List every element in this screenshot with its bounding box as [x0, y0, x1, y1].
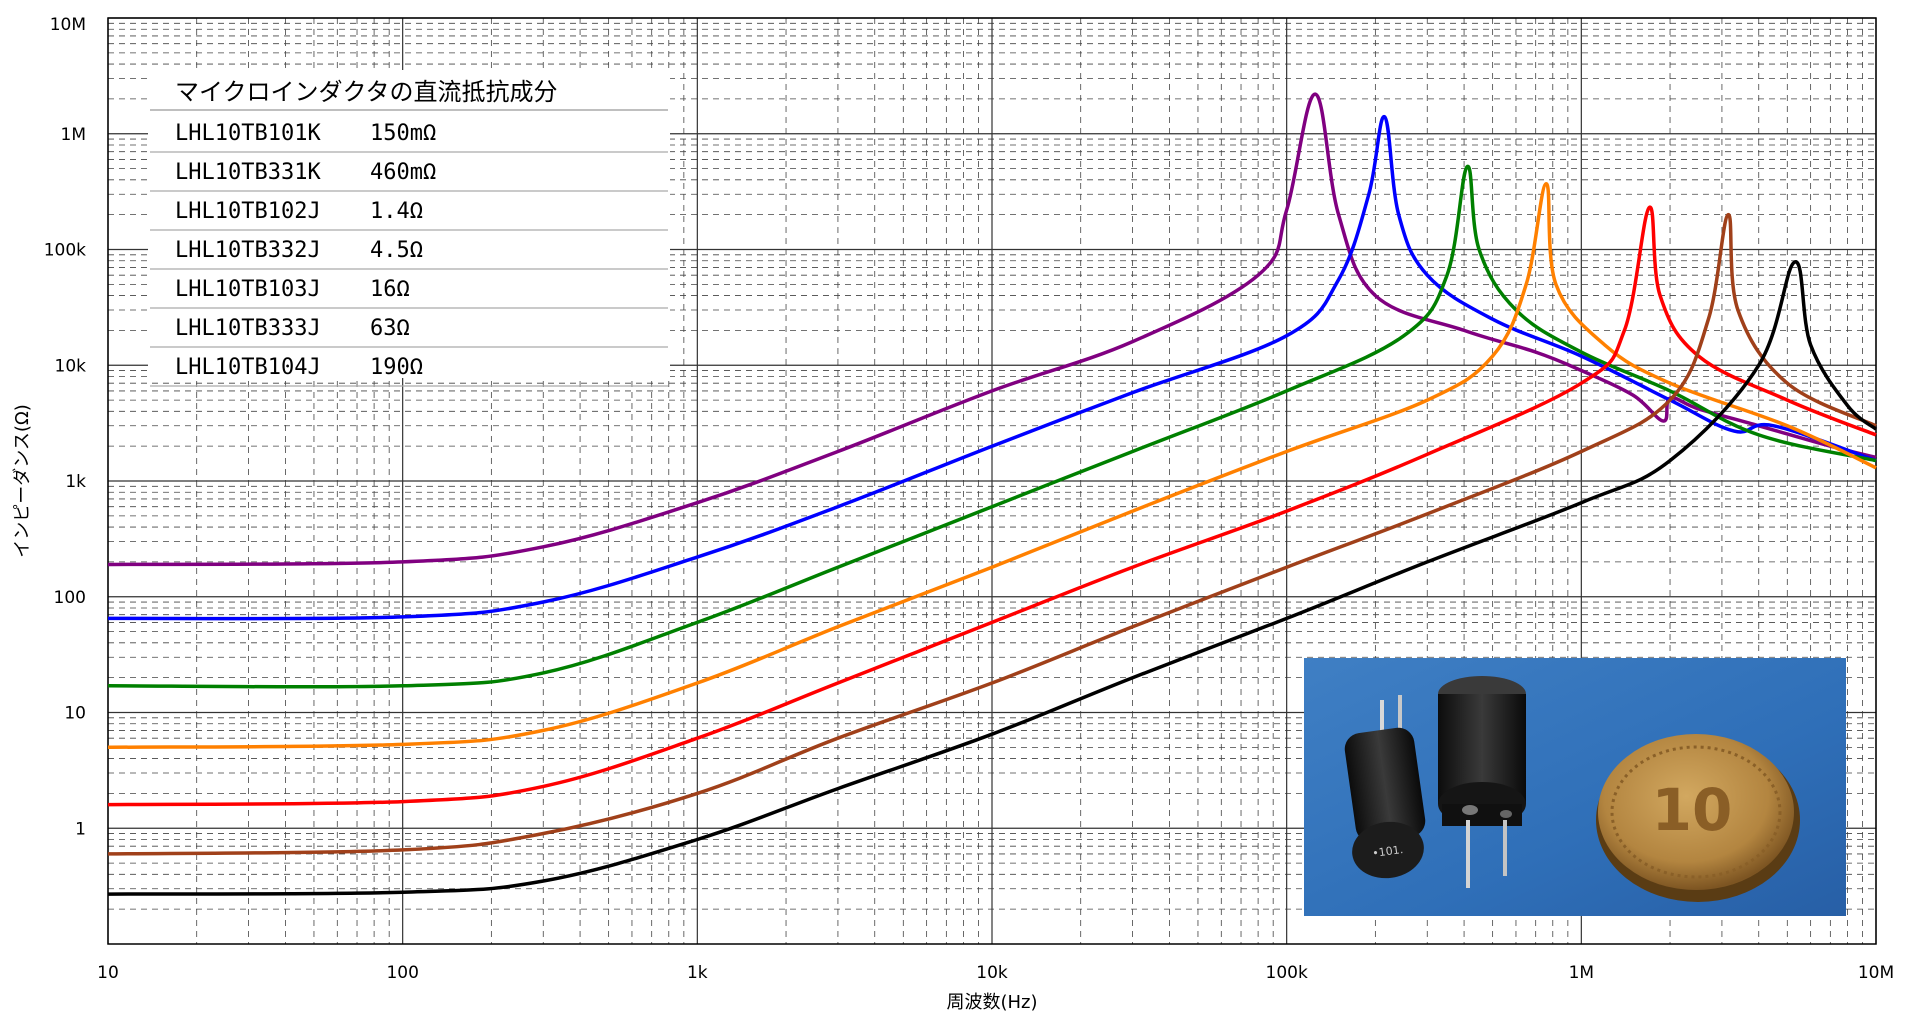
legend-part-number: LHL10TB333J [175, 316, 321, 341]
x-tick-label: 1k [687, 963, 708, 983]
y-tick-label: 10k [55, 356, 87, 376]
legend-part-number: LHL10TB332J [175, 238, 321, 263]
legend-resistance: 150mΩ [370, 121, 436, 146]
x-tick-label: 1M [1569, 963, 1594, 983]
x-tick-label: 10M [1858, 963, 1894, 983]
legend-part-number: LHL10TB101K [175, 121, 321, 146]
legend-part-number: LHL10TB103J [175, 277, 321, 302]
x-tick-label: 10 [97, 963, 119, 983]
x-axis-label: 周波数(Hz) [946, 992, 1037, 1013]
legend-resistance: 1.4Ω [370, 199, 423, 224]
y-axis-label: インピーダンス(Ω) [12, 404, 33, 557]
legend-title: マイクロインダクタの直流抵抗成分 [175, 78, 558, 106]
legend-resistance: 16Ω [370, 277, 410, 302]
legend-resistance: 4.5Ω [370, 238, 423, 263]
x-tick-label: 10k [976, 963, 1008, 983]
y-tick-label: 100 [54, 588, 86, 608]
legend-part-number: LHL10TB102J [175, 199, 321, 224]
y-tick-label: 1M [61, 125, 86, 145]
y-tick-label: 100k [44, 241, 86, 261]
inductor-photo: •101. 10 [1304, 658, 1846, 916]
inductor-left: •101. [1343, 726, 1428, 883]
legend-resistance: 190Ω [370, 355, 423, 380]
y-tick-label: 1k [65, 472, 86, 492]
legend-resistance: 460mΩ [370, 160, 436, 185]
legend-part-number: LHL10TB104J [175, 355, 321, 380]
legend-part-number: LHL10TB331K [175, 160, 321, 185]
y-tick-label: 10 [64, 704, 86, 724]
x-tick-label: 100k [1266, 963, 1308, 983]
y-tick-label: 10M [50, 15, 86, 35]
legend: マイクロインダクタの直流抵抗成分 LHL10TB101K 150mΩ LHL10TB… [148, 70, 670, 386]
coin-number: 10 [1652, 776, 1733, 844]
x-tick-label: 100 [386, 963, 418, 983]
legend-resistance: 63Ω [370, 316, 410, 341]
y-tick-label: 1 [75, 819, 86, 839]
